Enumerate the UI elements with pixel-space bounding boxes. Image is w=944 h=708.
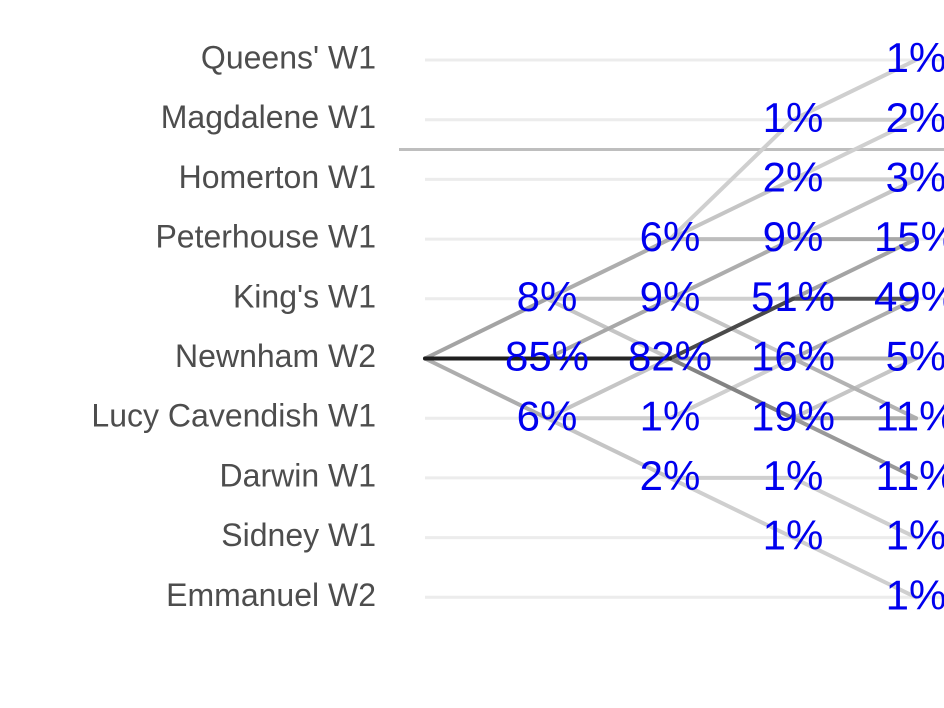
crew-label: Darwin W1 xyxy=(220,457,376,493)
transition-line xyxy=(668,117,795,242)
transition-line xyxy=(545,296,672,361)
probability-label: 11% xyxy=(876,392,944,439)
row-grid xyxy=(425,58,944,599)
transition-line xyxy=(791,177,918,242)
probability-label: 9% xyxy=(640,273,701,320)
probability-label: 19% xyxy=(751,392,835,439)
probability-label: 1% xyxy=(763,512,824,559)
probability-label: 9% xyxy=(763,213,824,260)
transition-line xyxy=(791,58,918,122)
probability-labels: 8% 85% 6% 6% 9% 82% 1% 2% 1% 2% 9% 51% 16% 19% 1% 1% 1% 2… xyxy=(505,34,944,618)
crew-label: Lucy Cavendish W1 xyxy=(91,398,376,434)
probability-label: 51% xyxy=(751,273,835,320)
probability-label: 6% xyxy=(517,392,578,439)
transition-line xyxy=(791,356,918,421)
transition-line xyxy=(791,237,918,301)
transition-line xyxy=(668,296,795,361)
crew-label: King's W1 xyxy=(233,278,376,314)
transition-line xyxy=(668,237,795,301)
crew-label: Homerton W1 xyxy=(179,159,376,195)
probability-label: 11% xyxy=(876,452,944,499)
probability-label: 1% xyxy=(886,571,944,618)
crew-label: Newnham W2 xyxy=(175,338,376,374)
probability-label: 85% xyxy=(505,333,589,380)
probability-label: 3% xyxy=(886,153,944,200)
probability-label: 5% xyxy=(886,333,944,380)
transition-line xyxy=(423,356,549,421)
crew-labels: Queens' W1 Magdalene W1 Homerton W1 Peterho… xyxy=(91,39,376,612)
probability-label: 8% xyxy=(517,273,578,320)
transition-line xyxy=(791,117,918,182)
probability-label: 15% xyxy=(874,213,944,260)
probability-label: 82% xyxy=(628,333,712,380)
transition-line xyxy=(545,356,672,421)
crew-label: Emmanuel W2 xyxy=(166,577,376,613)
transition-paths xyxy=(423,58,918,600)
probability-label: 1% xyxy=(640,392,701,439)
probability-label: 1% xyxy=(886,34,944,81)
probability-label: 16% xyxy=(751,333,835,380)
probability-label: 1% xyxy=(886,512,944,559)
probability-label: 1% xyxy=(763,94,824,141)
transition-line xyxy=(791,416,918,480)
transition-line xyxy=(545,237,672,301)
transition-line xyxy=(791,475,918,540)
transition-line xyxy=(668,177,795,242)
crew-label: Magdalene W1 xyxy=(161,99,376,135)
probability-label: 2% xyxy=(640,452,701,499)
transition-line xyxy=(668,356,795,421)
probability-label: 2% xyxy=(886,94,944,141)
probability-label: 1% xyxy=(763,452,824,499)
probability-label: 49% xyxy=(874,273,944,320)
transition-line xyxy=(668,475,795,540)
transition-line xyxy=(545,416,672,480)
transition-line xyxy=(791,296,918,361)
crew-label: Queens' W1 xyxy=(201,39,376,75)
probability-label: 2% xyxy=(763,153,824,200)
transition-line xyxy=(423,296,549,361)
crew-label: Peterhouse W1 xyxy=(155,219,376,255)
transition-line xyxy=(791,535,918,600)
crew-label: Sidney W1 xyxy=(221,517,376,553)
probability-label: 6% xyxy=(640,213,701,260)
